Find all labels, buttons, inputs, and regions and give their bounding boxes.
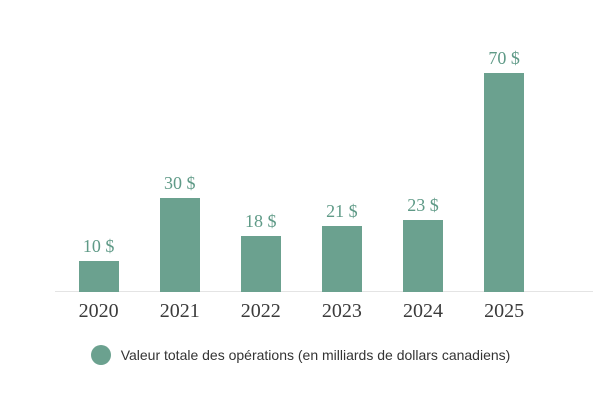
value-label-2025: 70 $ bbox=[488, 48, 520, 68]
x-axis-tick-2023: 2023 bbox=[321, 300, 362, 322]
bar-2020 bbox=[78, 261, 119, 292]
x-axis-tick-2022: 2022 bbox=[240, 300, 281, 322]
legend-dot-icon bbox=[90, 345, 111, 365]
bar-2023 bbox=[321, 226, 362, 292]
value-label-2023: 21 $ bbox=[326, 201, 358, 221]
value-label-2022: 18 $ bbox=[245, 211, 277, 231]
legend-label: Valeur totale des opérations (en milliar… bbox=[120, 346, 511, 363]
value-label-2020: 10 $ bbox=[82, 236, 115, 256]
bar-2021 bbox=[159, 198, 200, 292]
value-label-2021: 30 $ bbox=[163, 173, 196, 193]
x-axis-tick-2020: 2020 bbox=[78, 300, 119, 322]
bar-2025 bbox=[484, 73, 525, 292]
x-axis-tick-2024: 2024 bbox=[403, 300, 443, 322]
bar-2024 bbox=[403, 220, 443, 292]
x-axis-tick-2021: 2021 bbox=[159, 300, 200, 322]
x-axis-tick-2025: 2025 bbox=[484, 300, 525, 322]
legend: Valeur totale des opérations (en milliar… bbox=[0, 345, 601, 365]
value-label-2024: 23 $ bbox=[407, 195, 439, 215]
bar-2022 bbox=[240, 236, 281, 292]
